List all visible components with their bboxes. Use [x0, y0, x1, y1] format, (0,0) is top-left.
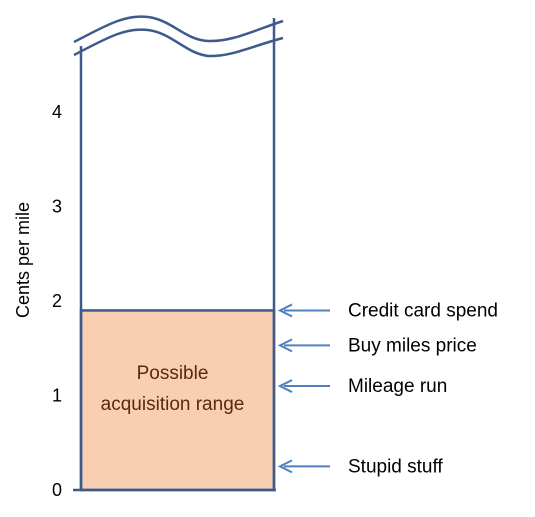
annotation-label: Credit card spend — [348, 300, 498, 321]
range-label-line-1: Possible — [137, 363, 209, 384]
arrow-icon — [277, 379, 293, 393]
annotation-label: Mileage run — [348, 376, 447, 397]
annotation-3: Mileage run — [277, 376, 447, 397]
annotation-4: Stupid stuff — [277, 456, 443, 477]
annotation-1: Credit card spend — [277, 300, 498, 321]
axis-break-line-upper — [73, 15, 284, 44]
annotation-2: Buy miles price — [277, 335, 477, 356]
arrow-icon — [277, 303, 293, 318]
acquisition-range-bar — [79, 309, 276, 492]
column-frame — [73, 15, 284, 492]
y-ticks: 0 1 2 3 4 — [52, 102, 62, 500]
range-label: Possible acquisition range — [101, 363, 245, 415]
y-tick-3: 3 — [52, 197, 62, 217]
range-label-line-2: acquisition range — [101, 394, 245, 415]
y-tick-1: 1 — [52, 386, 62, 406]
annotation-label: Stupid stuff — [348, 456, 443, 477]
arrow-icon — [277, 459, 293, 474]
annotations: Credit card spend Buy miles price Mileage … — [277, 300, 498, 477]
arrow-icon — [277, 338, 293, 353]
annotation-label: Buy miles price — [348, 335, 477, 356]
y-tick-2: 2 — [52, 291, 62, 311]
y-axis-label: Cents per mile — [13, 202, 33, 318]
axis-break-line-lower — [73, 28, 284, 58]
y-tick-0: 0 — [52, 480, 62, 500]
y-tick-4: 4 — [52, 102, 62, 122]
